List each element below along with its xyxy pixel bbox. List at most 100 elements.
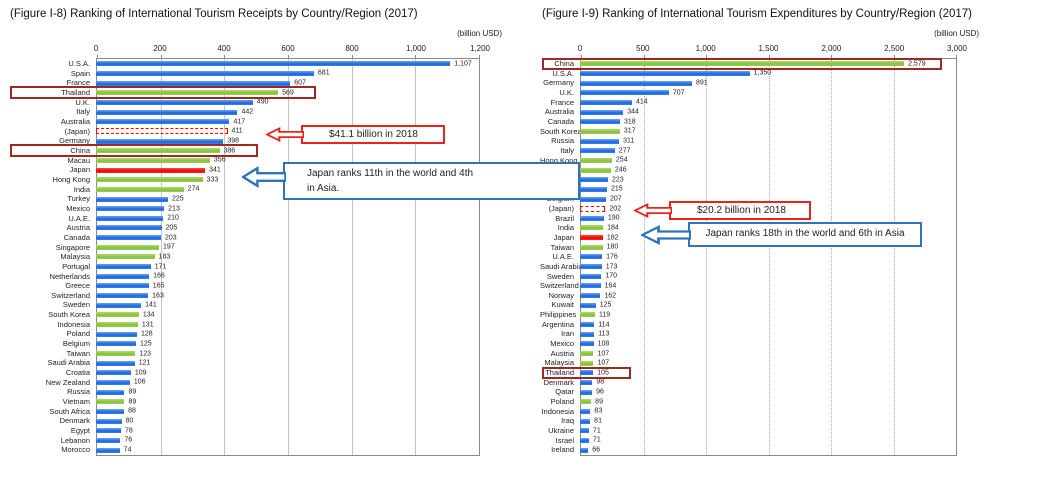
country-label: China bbox=[70, 145, 90, 155]
value-label: 207 bbox=[610, 195, 622, 203]
country-label: China bbox=[554, 59, 574, 69]
bar-row: Ukraine 71 bbox=[540, 426, 1000, 436]
country-label: U.K. bbox=[75, 97, 90, 107]
tick-label: 600 bbox=[281, 44, 295, 53]
bar-row: Iran 113 bbox=[540, 329, 1000, 339]
bar bbox=[96, 389, 125, 395]
tick-label: 2,000 bbox=[821, 44, 842, 53]
value-label: 89 bbox=[128, 388, 137, 396]
bar-row: Germany 891 bbox=[540, 78, 1000, 88]
bar-track: 341 bbox=[96, 165, 480, 175]
bar bbox=[96, 157, 210, 163]
value-label: 125 bbox=[140, 340, 152, 348]
bar-track: 607 bbox=[96, 78, 480, 88]
country-label: South Korea bbox=[540, 126, 582, 136]
bar-track: 88 bbox=[96, 407, 480, 417]
bar-row: Philippines 119 bbox=[540, 310, 1000, 320]
country-label: U.A.E. bbox=[68, 213, 90, 223]
bar bbox=[96, 235, 161, 241]
bar-row: France 607 bbox=[8, 78, 508, 88]
value-label: 197 bbox=[163, 243, 175, 251]
value-label: 414 bbox=[636, 98, 648, 106]
bar bbox=[96, 70, 314, 76]
bar bbox=[580, 177, 609, 183]
bar-row: India 274 bbox=[8, 185, 508, 195]
bar-track: 170 bbox=[580, 271, 957, 281]
bar-track: 78 bbox=[96, 426, 480, 436]
bar-track: 398 bbox=[96, 136, 480, 146]
value-label: 190 bbox=[607, 214, 620, 222]
bar-row: Indonesia 83 bbox=[540, 407, 1000, 417]
bar bbox=[96, 167, 206, 173]
value-label: 891 bbox=[695, 79, 708, 87]
value-label: 123 bbox=[139, 350, 152, 358]
country-label: U.S.A. bbox=[68, 59, 90, 69]
country-label: Turkey bbox=[67, 194, 90, 204]
bar-track: 246 bbox=[580, 165, 957, 175]
bar-track: 173 bbox=[580, 262, 957, 272]
bar-track: 113 bbox=[580, 329, 957, 339]
bar-track: 891 bbox=[580, 78, 957, 88]
bar bbox=[580, 196, 606, 202]
bar bbox=[96, 283, 149, 289]
value-label: 105 bbox=[597, 369, 609, 377]
x-axis-ticks: 0 500 1,000 1,500 2,000 2,500 3,000 bbox=[578, 44, 967, 54]
bar bbox=[580, 119, 620, 125]
country-label: Portugal bbox=[62, 261, 90, 271]
value-label: 569 bbox=[282, 89, 294, 97]
country-label: Morocco bbox=[61, 445, 90, 455]
axis-tick-mark bbox=[831, 55, 832, 59]
dashed-reference-bar bbox=[96, 128, 228, 135]
bar-row: Singapore246 bbox=[540, 165, 1000, 175]
bar bbox=[580, 157, 612, 163]
country-label: Japan bbox=[553, 232, 574, 242]
bar bbox=[96, 293, 149, 299]
bar bbox=[580, 61, 905, 67]
bar-row: Thailand 569 bbox=[8, 86, 508, 100]
bar bbox=[580, 90, 669, 96]
value-label: 254 bbox=[615, 156, 628, 164]
value-label: 356 bbox=[213, 156, 226, 164]
bar-track: 131 bbox=[96, 320, 480, 330]
country-label: Macau bbox=[67, 155, 90, 165]
bar-row: Qatar 96 bbox=[540, 387, 1000, 397]
bar bbox=[96, 370, 131, 376]
country-label: Poland bbox=[550, 397, 574, 407]
bar bbox=[580, 273, 602, 279]
bar-row: Belgium 125 bbox=[8, 339, 508, 349]
bar-row: Taiwan 180 bbox=[540, 242, 1000, 252]
country-label: Singapore bbox=[55, 242, 90, 252]
country-label: New Zealand bbox=[45, 377, 90, 387]
value-label: 417 bbox=[233, 118, 246, 126]
bar-row: Netherlands215 bbox=[540, 185, 1000, 195]
gridline bbox=[224, 59, 226, 455]
bar bbox=[96, 322, 138, 328]
country-label: Canada bbox=[63, 232, 90, 242]
bar-track: 165 bbox=[96, 281, 480, 291]
bar bbox=[96, 302, 142, 308]
country-label: Indonesia bbox=[57, 319, 90, 329]
bar-row: South Korea 134 bbox=[8, 310, 508, 320]
bar-track: 76 bbox=[96, 436, 480, 446]
bar-track: 81 bbox=[580, 416, 957, 426]
country-label: Denmark bbox=[543, 377, 574, 387]
value-label: 333 bbox=[206, 176, 219, 184]
value-label: 71 bbox=[592, 427, 601, 435]
value-label: 223 bbox=[612, 176, 624, 184]
bar-track: 71 bbox=[580, 436, 957, 446]
bar bbox=[96, 254, 155, 260]
bar-row: U.K. 707 bbox=[540, 88, 1000, 98]
gridline bbox=[415, 59, 417, 455]
value-label: 1,107 bbox=[454, 60, 472, 68]
gridline bbox=[160, 59, 162, 455]
bar-track: 344 bbox=[580, 107, 957, 117]
bar bbox=[580, 360, 594, 366]
country-label: Iraq bbox=[561, 416, 574, 426]
bar-row: U.S.A. 1,107 bbox=[8, 59, 508, 69]
country-label: Mexico bbox=[550, 339, 574, 349]
bar bbox=[96, 331, 137, 337]
bar-row: Hong Kong 254 bbox=[540, 156, 1000, 166]
country-label: Italy bbox=[560, 145, 574, 155]
country-label: Ukraine bbox=[548, 426, 574, 436]
country-label: Switzerland bbox=[51, 290, 90, 300]
